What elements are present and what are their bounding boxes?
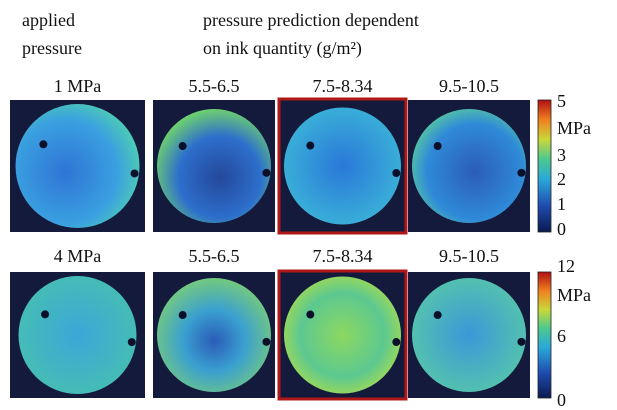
column-label: 5.5-6.5 (189, 76, 240, 96)
column-label: 1 MPa (54, 76, 102, 96)
column-label: 9.5-10.5 (439, 76, 499, 96)
marker-dot (392, 169, 400, 177)
column-label: 5.5-6.5 (189, 246, 240, 266)
marker-dot (434, 311, 442, 319)
marker-dot (306, 142, 314, 150)
marker-dot (179, 142, 187, 150)
header-right: on ink quantity (g/m²) (203, 38, 362, 59)
column-label: 7.5-8.34 (313, 246, 373, 266)
colorbar-label: 2 (557, 169, 566, 189)
column-label: 9.5-10.5 (439, 246, 499, 266)
marker-dot (392, 338, 400, 346)
colorbar (538, 272, 551, 398)
marker-dot (131, 169, 139, 177)
colorbar-label: 1 (557, 194, 566, 214)
marker-dot (306, 311, 314, 319)
marker-dot (128, 338, 136, 346)
marker-dot (179, 311, 187, 319)
colorbar-label: 0 (557, 219, 566, 239)
marker-dot (262, 338, 270, 346)
marker-dot (434, 142, 442, 150)
header-left: applied (22, 10, 75, 30)
column-label: 7.5-8.34 (313, 76, 373, 96)
figure: applied pressure pressure prediction dep… (0, 0, 617, 410)
pressure-disk (157, 109, 271, 223)
marker-dot (517, 338, 525, 346)
marker-dot (41, 310, 49, 318)
header-right: pressure prediction dependent (203, 10, 419, 30)
pressure-disk (284, 108, 401, 225)
pressure-disk (412, 278, 526, 392)
colorbar-label: 0 (557, 390, 566, 410)
colorbar-label: 6 (557, 326, 566, 346)
colorbar-label: MPa (557, 118, 591, 138)
pressure-disk (157, 278, 271, 392)
marker-dot (262, 169, 270, 177)
colorbar-label: 3 (557, 145, 566, 165)
column-label: 4 MPa (54, 246, 102, 266)
colorbar-label: 5 (557, 91, 566, 111)
pressure-disk (412, 109, 526, 223)
colorbar-label: 12 (557, 256, 575, 276)
pressure-disk (16, 104, 140, 228)
marker-dot (39, 140, 47, 148)
header-left: pressure (22, 38, 82, 58)
colorbar (538, 100, 551, 232)
marker-dot (517, 169, 525, 177)
pressure-disk (19, 276, 137, 394)
pressure-disk (284, 277, 401, 394)
colorbar-label: MPa (557, 285, 591, 305)
